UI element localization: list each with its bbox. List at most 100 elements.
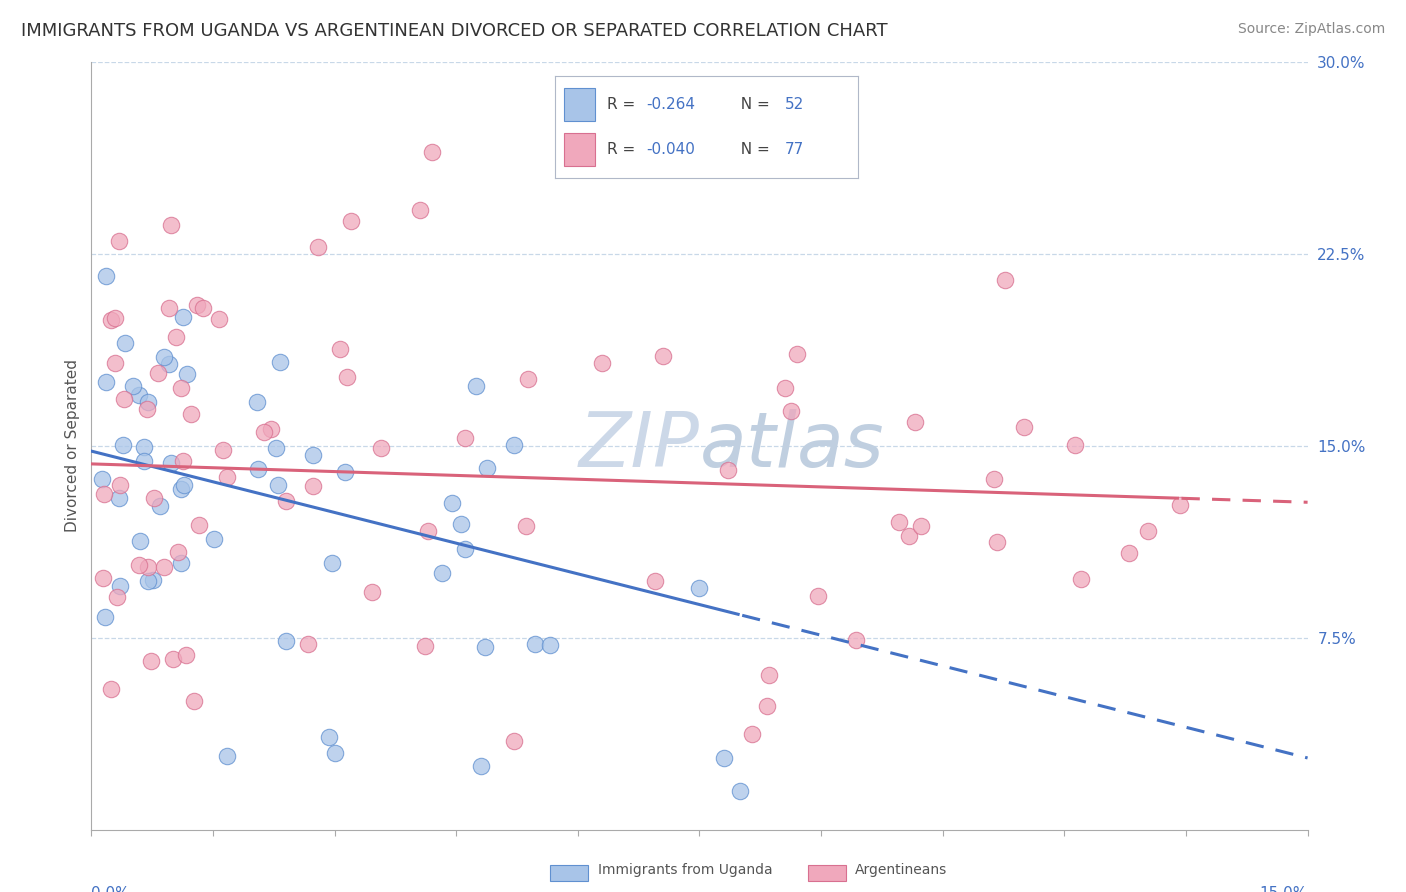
Point (173, 454, 195, 468)
Point (688, 581, 710, 595)
Point (786, 347, 808, 361)
Point (183, 693, 205, 707)
Point (450, 516, 472, 531)
Point (502, 734, 524, 748)
Point (1137, 524, 1160, 538)
FancyBboxPatch shape (564, 88, 595, 121)
Point (728, 784, 751, 798)
Point (173, 477, 195, 491)
Point (107, 491, 129, 505)
Point (134, 440, 156, 454)
Point (474, 640, 496, 654)
Point (887, 515, 910, 529)
Point (758, 668, 780, 682)
Point (420, 145, 443, 159)
Point (440, 496, 463, 510)
Point (741, 727, 763, 741)
Point (780, 403, 803, 417)
Point (108, 478, 131, 492)
Point (1168, 498, 1191, 512)
Text: IMMIGRANTS FROM UGANDA VS ARGENTINEAN DIVORCED OR SEPARATED CORRELATION CHART: IMMIGRANTS FROM UGANDA VS ARGENTINEAN DI… (21, 22, 887, 40)
Point (644, 574, 666, 589)
Text: -0.040: -0.040 (647, 142, 695, 157)
Point (202, 533, 225, 547)
Point (142, 574, 165, 588)
Point (416, 524, 439, 539)
Point (100, 313, 122, 327)
Point (333, 465, 356, 479)
Point (159, 218, 181, 232)
Point (1070, 572, 1092, 586)
Point (807, 590, 830, 604)
Point (717, 463, 740, 477)
Point (142, 491, 165, 505)
Point (898, 529, 921, 543)
Point (172, 310, 194, 325)
Text: N =: N = (731, 97, 775, 112)
Point (211, 443, 233, 458)
Point (90, 472, 112, 486)
Point (994, 272, 1017, 286)
Point (100, 681, 122, 696)
Y-axis label: Divorced or Separated: Divorced or Separated (65, 359, 80, 533)
Point (91, 571, 114, 585)
Point (264, 442, 287, 456)
Point (186, 298, 208, 312)
Point (104, 356, 127, 370)
Point (1014, 420, 1036, 434)
Point (103, 310, 125, 325)
Point (297, 637, 319, 651)
Point (336, 370, 359, 384)
Point (157, 301, 180, 316)
Point (524, 637, 547, 651)
Point (453, 431, 475, 445)
Point (153, 350, 176, 364)
Point (114, 335, 136, 350)
Point (208, 312, 231, 326)
Point (983, 472, 1005, 486)
Point (329, 342, 352, 356)
Point (139, 654, 162, 668)
Text: atlas: atlas (699, 409, 884, 483)
Point (503, 438, 526, 452)
Point (112, 438, 135, 452)
FancyBboxPatch shape (564, 133, 595, 166)
Point (136, 401, 159, 416)
Point (169, 482, 191, 496)
Point (302, 479, 325, 493)
Point (1118, 546, 1140, 560)
Point (132, 454, 155, 468)
Point (904, 415, 927, 429)
Point (302, 449, 325, 463)
Point (215, 748, 238, 763)
Point (267, 478, 290, 492)
Point (122, 379, 145, 393)
Text: Source: ZipAtlas.com: Source: ZipAtlas.com (1237, 22, 1385, 37)
Point (318, 730, 340, 744)
Point (96, 375, 118, 389)
Text: 52: 52 (785, 97, 804, 112)
Point (517, 371, 540, 385)
Point (269, 355, 291, 369)
Point (128, 388, 150, 402)
Point (247, 462, 270, 476)
Point (176, 648, 198, 662)
Point (323, 746, 346, 760)
Point (180, 407, 202, 421)
Point (276, 634, 298, 648)
Point (464, 379, 486, 393)
Point (475, 460, 498, 475)
Point (112, 392, 135, 407)
Point (165, 330, 187, 344)
Text: ZIP: ZIP (579, 409, 699, 483)
Point (93, 487, 115, 501)
Point (538, 638, 561, 652)
Point (191, 301, 214, 315)
Point (274, 494, 297, 508)
Point (157, 357, 180, 371)
Point (169, 382, 191, 396)
Point (1063, 437, 1085, 451)
Point (253, 425, 276, 439)
FancyBboxPatch shape (551, 865, 589, 881)
Point (162, 652, 184, 666)
